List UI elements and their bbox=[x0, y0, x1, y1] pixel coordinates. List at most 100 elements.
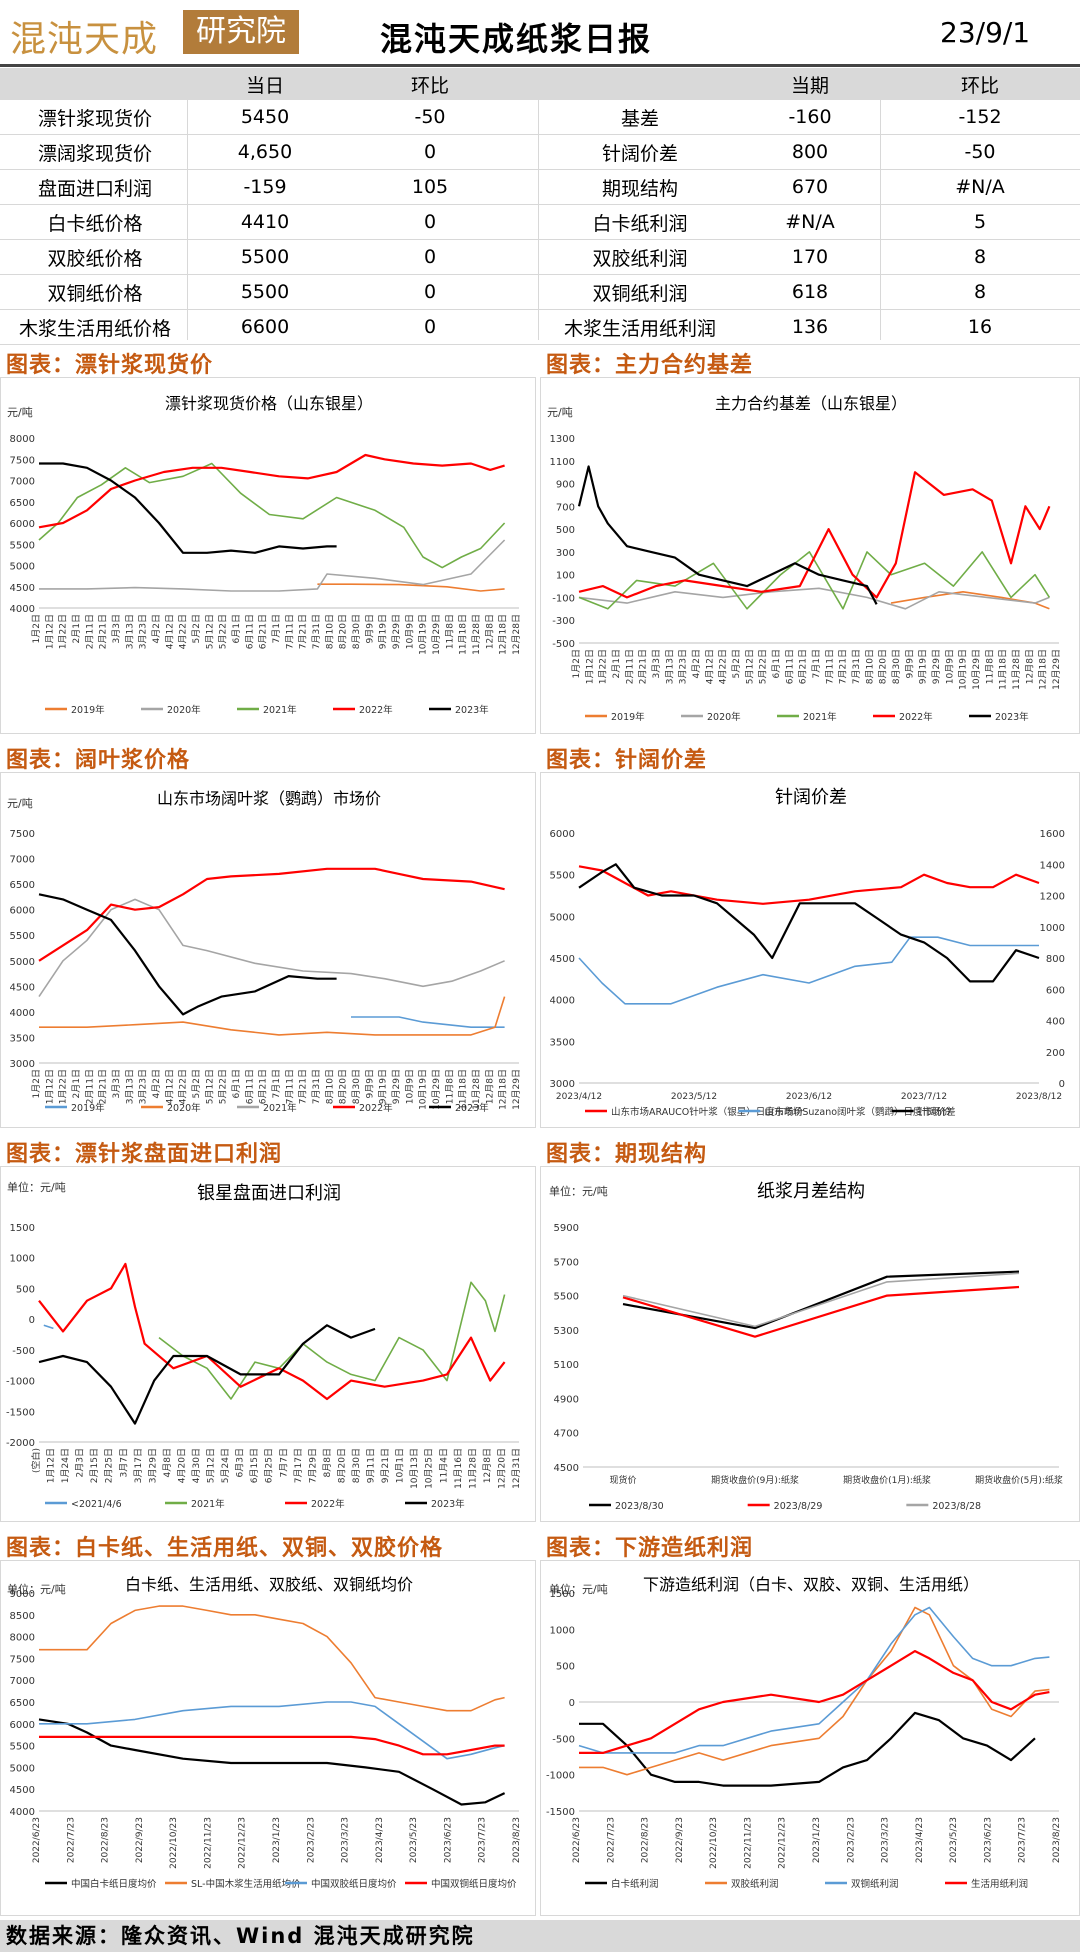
table-header-row: 当日 环比 当期 环比 bbox=[0, 68, 1080, 100]
y-tick-label: 6500 bbox=[10, 880, 35, 891]
chart-nbsk-price: 4000 4500 5000 5500 6000 6500 7000 7500 8000 1月2日… bbox=[10, 434, 522, 716]
x-tick-label: 2023/3/23 bbox=[881, 1817, 891, 1863]
x-tick-label: 2022/10/23 bbox=[709, 1817, 719, 1869]
y-tick-label: -1500 bbox=[6, 1407, 35, 1418]
x-tick-label: 12月8日 bbox=[484, 614, 495, 649]
y-tick-label: 5000 bbox=[10, 562, 35, 573]
y-tick-label: 4000 bbox=[10, 1008, 35, 1019]
series-line-1 bbox=[39, 996, 506, 1036]
x-tick-label: 7月11日 bbox=[284, 614, 295, 649]
x-tick-label: 5月2日 bbox=[191, 614, 202, 643]
x-tick-label: 9月9日 bbox=[904, 649, 915, 678]
series-line-2 bbox=[622, 1272, 1020, 1328]
x-tick-label: 4月30日 bbox=[191, 1448, 202, 1483]
series-line-3 bbox=[38, 867, 505, 962]
legend-label: 2019年 bbox=[71, 1102, 105, 1114]
x-tick-label: 2月25日 bbox=[104, 1448, 115, 1483]
x-tick-label: 12月29日 bbox=[511, 1069, 522, 1110]
y-tick-label: 7500 bbox=[10, 455, 35, 466]
y-tick-label: 4500 bbox=[554, 1463, 579, 1474]
table-cell-l-chg: 0 bbox=[423, 246, 437, 268]
series-line-4 bbox=[39, 462, 337, 554]
table-cell-l-chg: 0 bbox=[423, 281, 437, 303]
x-tick-label: 3月3日 bbox=[111, 1069, 122, 1098]
series-line-0 bbox=[317, 583, 505, 592]
table-row: 双胶纸价格 5500 0 双胶纸利润 170 8 bbox=[0, 240, 1080, 275]
legend-label: 2021年 bbox=[263, 704, 297, 716]
table-cell-r-label: 木浆生活用纸利润 bbox=[563, 317, 716, 340]
x-tick-label: 2023/4/23 bbox=[375, 1817, 385, 1863]
x-tick-label: 2月21日 bbox=[638, 649, 649, 684]
chart-spread: 3000 3500 4000 4500 5000 5500 6000 0 200 400 600 80… bbox=[550, 829, 1065, 1118]
x-tick-label: 7月31日 bbox=[311, 1069, 322, 1104]
y2-tick-label: 0 bbox=[1059, 1079, 1065, 1090]
x-tick-label: 2022/12/23 bbox=[778, 1817, 788, 1869]
table-cell-l-label: 漂阔浆现货价 bbox=[37, 142, 152, 165]
x-tick-label: 2月21日 bbox=[98, 1069, 109, 1104]
legend-label: 中国白卡纸日度均价 bbox=[71, 1878, 157, 1890]
header-divider bbox=[0, 64, 1080, 67]
y-tick-label: 4700 bbox=[554, 1429, 579, 1440]
series-line-2 bbox=[578, 863, 1040, 983]
x-tick-label: 5月12日 bbox=[744, 649, 755, 684]
chart-panel-spread: 针阔价差 3000 3500 4000 4500 5000 5500 6000 0 200 400… bbox=[540, 772, 1080, 1128]
y-tick-label: 4500 bbox=[550, 954, 575, 965]
series-line-0 bbox=[890, 591, 1050, 610]
table-cell-r-label: 双胶纸利润 bbox=[592, 247, 688, 270]
x-tick-label: 2022/9/23 bbox=[135, 1817, 145, 1863]
x-tick-label: 12月20日 bbox=[496, 1448, 507, 1489]
table-cell-l-chg: 0 bbox=[423, 316, 437, 338]
section-title-term-structure: 图表：期现结构 bbox=[546, 1142, 708, 1167]
x-tick-label: 9月19日 bbox=[378, 1069, 389, 1104]
series-line-0 bbox=[578, 865, 1040, 905]
table-cell-r-cur: #N/A bbox=[785, 211, 835, 233]
x-tick-label: 1月22日 bbox=[598, 649, 609, 684]
x-tick-label: 11月18日 bbox=[458, 1069, 469, 1110]
table-cell-r-label: 基差 bbox=[620, 107, 659, 130]
x-tick-label: 1月2日 bbox=[571, 649, 582, 678]
x-tick-label: 4月22日 bbox=[178, 614, 189, 649]
x-tick-label: 11月8日 bbox=[444, 1069, 455, 1104]
x-tick-label: 2023/1/23 bbox=[272, 1817, 282, 1863]
series-line-2 bbox=[38, 462, 506, 569]
x-tick-label: 11月18日 bbox=[998, 649, 1009, 690]
chart-unit: 单位：元/吨 bbox=[7, 1583, 66, 1596]
chart-term-structure: 4500 4700 4900 5100 5300 5500 5700 5900 现货价 期货收盘价… bbox=[554, 1223, 1063, 1512]
x-tick-label: 2023/8/12 bbox=[1016, 1092, 1062, 1102]
y-tick-label: 5900 bbox=[554, 1223, 579, 1234]
y-tick-label: -500 bbox=[12, 1346, 35, 1357]
legend-label: 2021年 bbox=[191, 1498, 225, 1510]
x-tick-label: 5月12日 bbox=[204, 614, 215, 649]
x-tick-label: 4月20日 bbox=[176, 1448, 187, 1483]
y2-tick-label: 1200 bbox=[1040, 892, 1065, 903]
x-tick-label: 4月12日 bbox=[164, 614, 175, 649]
x-tick-label: 10月19日 bbox=[958, 649, 969, 690]
x-tick-label: 2023/7/12 bbox=[901, 1092, 947, 1102]
legend-label: 针阔价差 bbox=[918, 1106, 956, 1118]
series-line-2 bbox=[578, 551, 1051, 610]
y-tick-label: 500 bbox=[16, 1284, 35, 1295]
chart-title: 纸浆月差结构 bbox=[757, 1181, 865, 1202]
x-tick-label: 12月18日 bbox=[1038, 649, 1049, 690]
y-tick-label: -1000 bbox=[546, 1771, 575, 1782]
table-row: 木浆生活用纸价格 6600 0 木浆生活用纸利润 136 16 bbox=[0, 310, 1080, 345]
x-tick-label: 2月11日 bbox=[624, 649, 635, 684]
y-tick-label: 6000 bbox=[10, 1720, 35, 1731]
y-tick-label: 9000 bbox=[10, 1589, 35, 1600]
y-tick-label: 6500 bbox=[10, 1698, 35, 1709]
legend-label: 2023年 bbox=[455, 1102, 489, 1114]
chart-hardwood-price: 3000 3500 4000 4500 5000 5500 6000 6500 7000 7500… bbox=[10, 829, 522, 1114]
x-tick-label: 6月15日 bbox=[249, 1448, 260, 1483]
x-tick-label: 8月30日 bbox=[351, 614, 362, 649]
x-tick-label: 期货收盘价(1月):纸浆 bbox=[843, 1474, 931, 1486]
x-tick-label: 3月23日 bbox=[678, 649, 689, 684]
x-tick-label: 1月22日 bbox=[58, 614, 69, 649]
x-tick-label: 6月3日 bbox=[235, 1448, 246, 1477]
x-tick-label: 6月11日 bbox=[244, 1069, 255, 1104]
y-tick-label: 4500 bbox=[10, 982, 35, 993]
x-tick-label: 2023/6/23 bbox=[443, 1817, 453, 1863]
y-tick-label: 6000 bbox=[10, 906, 35, 917]
x-tick-label: 7月1日 bbox=[271, 1069, 282, 1098]
y-tick-label: 1100 bbox=[550, 457, 575, 468]
